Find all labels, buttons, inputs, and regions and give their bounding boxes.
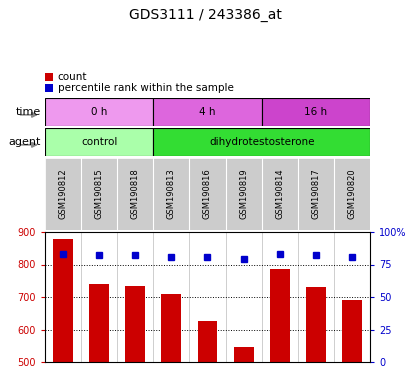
Text: GSM190813: GSM190813 [166,169,175,219]
Bar [117,158,153,230]
Bar [81,158,117,230]
Bar [125,286,145,362]
Text: GSM190815: GSM190815 [94,169,103,219]
Bar [261,158,297,230]
Bar [45,98,153,126]
Bar [45,158,81,230]
Bar [261,98,369,126]
Text: GSM190812: GSM190812 [58,169,67,219]
Bar [189,158,225,230]
Text: dihydrotestosterone: dihydrotestosterone [209,137,314,147]
Bar [53,239,73,362]
Bar [225,158,261,230]
Text: 4 h: 4 h [199,107,215,117]
Text: GDS3111 / 243386_at: GDS3111 / 243386_at [128,8,281,22]
Text: GSM190819: GSM190819 [238,169,247,219]
Text: GSM190818: GSM190818 [130,169,139,219]
Text: GSM190820: GSM190820 [346,169,355,219]
Bar [233,348,253,362]
Text: GSM190816: GSM190816 [202,169,211,219]
Text: 0 h: 0 h [91,107,107,117]
Bar [269,269,289,362]
Text: 16 h: 16 h [303,107,327,117]
Bar [341,300,361,362]
Bar [297,158,333,230]
Bar [153,128,369,156]
Text: GSM190817: GSM190817 [310,169,319,219]
Text: count: count [57,72,87,82]
Text: control: control [81,137,117,147]
Text: agent: agent [9,137,41,147]
Text: time: time [16,107,41,117]
Bar [161,295,181,362]
Text: percentile rank within the sample: percentile rank within the sample [57,83,233,93]
Bar [89,284,109,362]
Bar [153,158,189,230]
Bar [153,98,261,126]
Bar [45,128,153,156]
Bar [197,321,217,362]
Text: GSM190814: GSM190814 [274,169,283,219]
Bar [305,287,325,362]
Bar [333,158,369,230]
